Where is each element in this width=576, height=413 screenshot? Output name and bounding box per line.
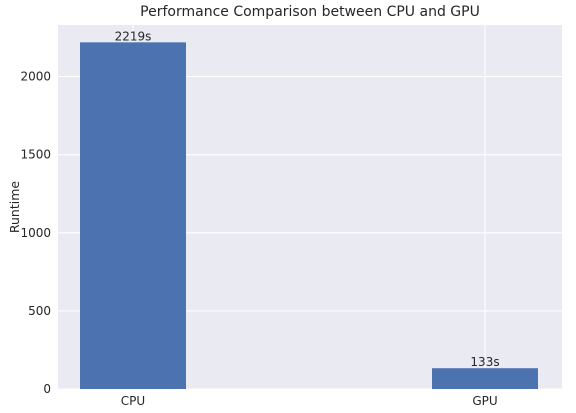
bar-gpu <box>432 368 538 389</box>
y-tick-label: 500 <box>28 304 51 318</box>
y-tick-label: 2000 <box>20 70 51 84</box>
data-label: 133s <box>470 355 499 369</box>
chart-title: Performance Comparison between CPU and G… <box>140 4 480 20</box>
y-axis-label: Runtime <box>7 181 22 234</box>
x-tick-label: GPU <box>472 394 497 408</box>
data-label: 2219s <box>115 29 152 43</box>
x-axis-ticks: CPU GPU <box>121 394 498 408</box>
y-tick-label: 0 <box>43 382 51 396</box>
x-tick-label: CPU <box>121 394 145 408</box>
bar-cpu <box>80 42 186 390</box>
y-axis-ticks: 0 500 1000 1500 2000 <box>20 70 51 396</box>
data-labels: 2219s 133s <box>115 29 500 369</box>
y-tick-label: 1500 <box>20 148 51 162</box>
bars <box>80 42 538 390</box>
y-tick-label: 1000 <box>20 226 51 240</box>
